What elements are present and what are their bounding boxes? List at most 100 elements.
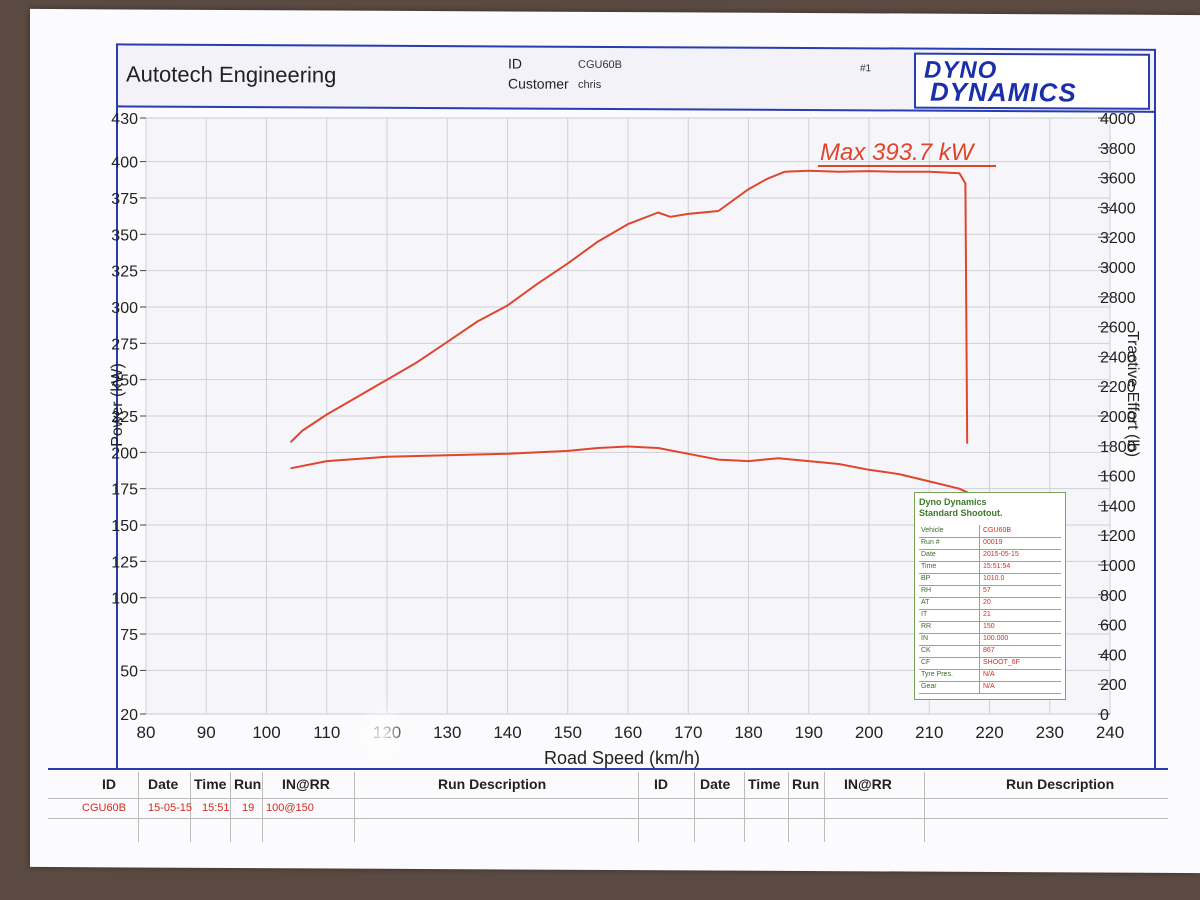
y2-tick-label: 3400 [1100,200,1136,217]
y-tick-label: 250 [111,373,138,390]
cell-date: 15-05-15 [148,802,193,814]
y2-tick-label: 0 [1100,707,1109,724]
grid-layer [145,117,1111,715]
y2-tick-label: 600 [1100,618,1127,635]
sbox-key: Gear [921,683,937,690]
table-divider [48,818,1168,819]
sbox-value: N/A [983,671,995,678]
sbox-key: BP [921,575,931,582]
series-line-2 [290,445,990,505]
y-tick-label: 400 [111,155,138,172]
y-tick-label: 20 [120,707,138,724]
col-header-run: Run [234,776,262,792]
sbox-row: Tyre Pres. N/A [919,669,1061,682]
sbox-key: CK [921,647,931,654]
table-col-line [788,772,789,842]
y2-axis-label: Tractive Effort (lb) [1124,331,1141,457]
sbox-row: CK 867 [919,645,1061,658]
sbox-row: BP 1010.0 [919,573,1061,586]
sbox-key: Run # [921,539,940,546]
cell-time: 15:51 [202,802,230,814]
table-col-line [638,772,639,842]
y2-tick-label: 2000 [1100,409,1136,426]
sbox-key: CF [921,659,931,666]
x-tick-label: 200 [855,723,883,742]
y-tick-label: 275 [111,336,138,353]
y2-tick-label: 1600 [1100,469,1136,486]
sbox-value: 20 [983,599,991,606]
y2-tick-label: 2800 [1100,290,1136,307]
y-tick-label: 75 [120,627,138,644]
sbox-value: 2015-05-15 [983,551,1019,558]
sbox-key: IT [921,611,928,618]
series-line-1 [289,169,969,444]
y-tick-label: 225 [111,409,138,426]
cell-run: 19 [242,802,255,814]
y2-tick-label: 1400 [1100,498,1136,515]
table-col-line [190,772,191,842]
sbox-key: Date [921,551,936,558]
x-tick-label: 90 [197,723,216,742]
sbox-key: RH [921,587,932,594]
y2-tick-label: 2200 [1100,379,1136,396]
y2-tick-label: 1000 [1100,558,1136,575]
x-tick-label: 240 [1096,723,1124,742]
col-header-inrr: IN@RR [282,776,330,792]
col-header-time-2: Time [748,776,781,792]
col-header-run-2: Run [792,776,820,792]
table-col-line [230,772,231,842]
sbox-row: Run # 00019 [919,537,1061,550]
y2-tick-label: 3000 [1100,260,1136,277]
y2-tick-label: 200 [1100,677,1127,694]
sbox-row: IN 100.000 [919,633,1061,646]
sbox-value: 00019 [983,539,1003,546]
table-col-line [924,772,925,842]
y2-tick-label: 3200 [1100,230,1136,247]
x-tick-label: 230 [1036,723,1064,742]
col-header-description-2: Run Description [1006,776,1115,792]
sbox-value: 1010.0 [983,575,1005,582]
y2-tick-label: 2400 [1100,349,1136,366]
table-col-line [262,772,263,842]
cell-id: CGU60B [82,802,127,814]
table-col-line [824,772,825,842]
x-axis-label: Road Speed (km/h) [544,748,700,768]
y-tick-label: 125 [111,554,138,571]
sbox-key: Time [921,563,937,570]
sbox-row: Date 2015-05-15 [919,549,1061,562]
y-axis-label: Power (kW) [109,363,126,447]
y-tick-label: 375 [111,191,138,208]
col-header-date-2: Date [700,776,731,792]
col-header-inrr-2: IN@RR [844,776,892,792]
y-tick-label: 350 [111,227,138,244]
x-tick-label: 110 [313,723,340,742]
x-tick-label: 150 [554,723,582,742]
sbox-row: Time 15:51:54 [919,561,1061,574]
photo-glare [356,700,408,770]
y-tick-label: 175 [111,482,138,499]
sbox-row: CF SHOOT_6F [919,657,1061,670]
sbox-value: CGU60B [983,527,1012,534]
sbox-value: 21 [983,611,991,618]
y2-tick-label: 1800 [1100,439,1136,456]
sbox-value: 100.000 [983,635,1009,642]
sbox-key: RR [921,623,932,630]
col-header-time: Time [194,776,227,792]
y-tick-label: 300 [111,300,138,317]
sbox-row: AT 20 [919,597,1061,610]
sbox-row: RR 150 [919,621,1061,634]
x-tick-label: 130 [433,723,461,742]
x-tick-label: 160 [614,723,642,742]
y2-tick-label: 1200 [1100,528,1136,545]
sbox-key: AT [921,599,930,606]
sbox-value: 150 [983,623,995,630]
col-header-id-2: ID [654,776,668,792]
x-tick-label: 210 [915,723,943,742]
y-tick-label: 100 [111,591,138,608]
sbox-row: RH 57 [919,585,1061,598]
max-power-annotation: Max 393.7 kW [820,139,976,166]
y2-tick-label: 400 [1100,647,1127,664]
col-header-description: Run Description [438,776,547,792]
y-tick-label: 430 [111,111,138,128]
